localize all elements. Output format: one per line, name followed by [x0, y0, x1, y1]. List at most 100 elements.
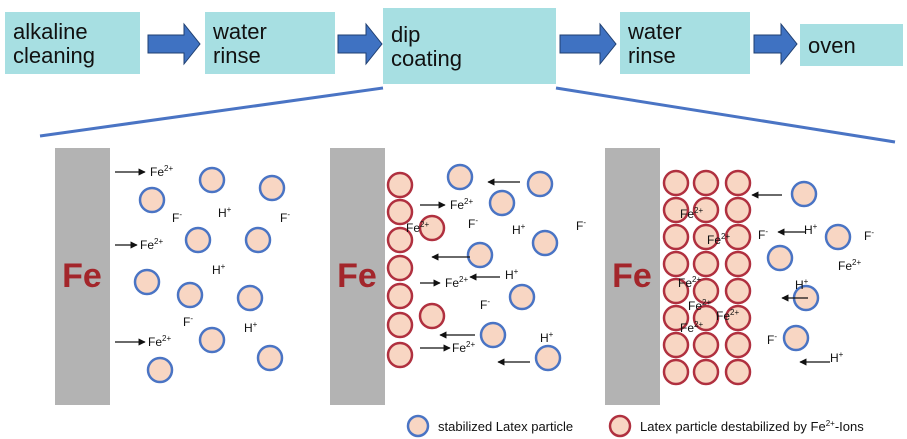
- ion-symbol: Fe: [445, 276, 459, 290]
- latex-particle: [726, 360, 750, 384]
- latex-particle: [481, 323, 505, 347]
- ion-label: H+: [505, 267, 519, 282]
- ion-charge: 2+: [466, 340, 475, 349]
- ion-charge: 2+: [162, 334, 171, 343]
- step-label: alkaline: [13, 19, 88, 44]
- latex-particle: [726, 279, 750, 303]
- latex-particle: [388, 284, 412, 308]
- ion-label: F-: [280, 210, 290, 225]
- latex-particle: [178, 283, 202, 307]
- ion-label: H+: [830, 350, 844, 365]
- ion-charge: 2+: [164, 164, 173, 173]
- ion-symbol: H: [804, 223, 813, 237]
- ion-label: H+: [218, 205, 232, 220]
- diagram: alkalinecleaningwaterrinsedipcoatingwate…: [0, 0, 907, 439]
- legend-text: stabilized Latex particle: [438, 419, 573, 434]
- legend-swatch: [408, 416, 428, 436]
- ion-label: H+: [512, 222, 526, 237]
- ion-charge: -: [287, 210, 290, 219]
- ion-label: H+: [804, 222, 818, 237]
- latex-particle: [664, 225, 688, 249]
- latex-particle: [726, 333, 750, 357]
- latex-particle: [246, 228, 270, 252]
- ion-symbol: H: [540, 331, 549, 345]
- ion-label: Fe2+: [450, 197, 473, 212]
- latex-particle: [694, 333, 718, 357]
- step-label: rinse: [213, 43, 261, 68]
- latex-particle: [388, 313, 412, 337]
- ion-label: F-: [576, 218, 586, 233]
- ion-symbol: H: [830, 351, 839, 365]
- ion-symbol: F: [183, 315, 190, 329]
- metal-label: Fe: [62, 257, 102, 295]
- ion-charge: +: [227, 205, 232, 214]
- ion-symbol: Fe: [450, 198, 464, 212]
- latex-particle: [468, 243, 492, 267]
- latex-particle: [148, 358, 172, 382]
- ion-symbol: Fe: [406, 221, 420, 235]
- latex-particle: [694, 360, 718, 384]
- ion-label: Fe2+: [680, 320, 703, 335]
- latex-particle: [726, 252, 750, 276]
- ion-symbol: H: [505, 268, 514, 282]
- ion-charge: 2+: [420, 220, 429, 229]
- ion-symbol: F: [576, 219, 583, 233]
- ion-label: F-: [767, 332, 777, 347]
- ion-symbol: Fe: [680, 321, 694, 335]
- ion-charge: 2+: [464, 197, 473, 206]
- ion-label: H+: [244, 320, 258, 335]
- ion-charge: 2+: [692, 275, 701, 284]
- ion-charge: -: [583, 218, 586, 227]
- step-label: dip: [391, 22, 420, 47]
- ion-charge: 2+: [721, 232, 730, 241]
- latex-particle: [260, 176, 284, 200]
- latex-particle: [140, 188, 164, 212]
- ion-label: Fe2+: [140, 237, 163, 252]
- step-label: water: [212, 19, 267, 44]
- legend-sup: 2+: [826, 419, 835, 428]
- ion-charge: -: [487, 297, 490, 306]
- latex-particle: [258, 346, 282, 370]
- ion-symbol: F: [468, 217, 475, 231]
- latex-particle: [388, 173, 412, 197]
- ion-symbol: Fe: [838, 259, 852, 273]
- ion-symbol: F: [280, 211, 287, 225]
- ion-symbol: H: [218, 206, 227, 220]
- latex-particle: [510, 285, 534, 309]
- latex-particle: [694, 171, 718, 195]
- metal-label: Fe: [337, 257, 377, 295]
- ion-charge: -: [871, 228, 874, 237]
- ion-symbol: H: [795, 278, 804, 292]
- step-label: water: [627, 19, 682, 44]
- ion-charge: +: [813, 222, 818, 231]
- latex-particle: [388, 343, 412, 367]
- ion-label: F-: [480, 297, 490, 312]
- ion-label: F-: [468, 216, 478, 231]
- latex-particle: [200, 168, 224, 192]
- ion-label: H+: [540, 330, 554, 345]
- ion-symbol: Fe: [140, 238, 154, 252]
- ion-symbol: F: [172, 211, 179, 225]
- ion-symbol: Fe: [680, 207, 694, 221]
- ion-charge: +: [839, 350, 844, 359]
- ion-label: F-: [758, 227, 768, 242]
- ion-label: Fe2+: [707, 232, 730, 247]
- ion-label: Fe2+: [445, 275, 468, 290]
- latex-particle: [768, 246, 792, 270]
- latex-particle: [694, 252, 718, 276]
- content: alkalinecleaningwaterrinsedipcoatingwate…: [5, 8, 903, 436]
- latex-particle: [726, 171, 750, 195]
- ion-charge: 2+: [459, 275, 468, 284]
- legend-after: -Ions: [835, 419, 864, 434]
- step-label: cleaning: [13, 43, 95, 68]
- ion-symbol: Fe: [716, 309, 730, 323]
- latex-particle: [664, 360, 688, 384]
- ion-label: F-: [864, 228, 874, 243]
- flow-arrow: [560, 24, 616, 64]
- latex-particle: [238, 286, 262, 310]
- ion-charge: -: [190, 314, 193, 323]
- latex-particle: [826, 225, 850, 249]
- latex-particle: [784, 326, 808, 350]
- ion-charge: 2+: [730, 308, 739, 317]
- ion-label: Fe2+: [838, 258, 861, 273]
